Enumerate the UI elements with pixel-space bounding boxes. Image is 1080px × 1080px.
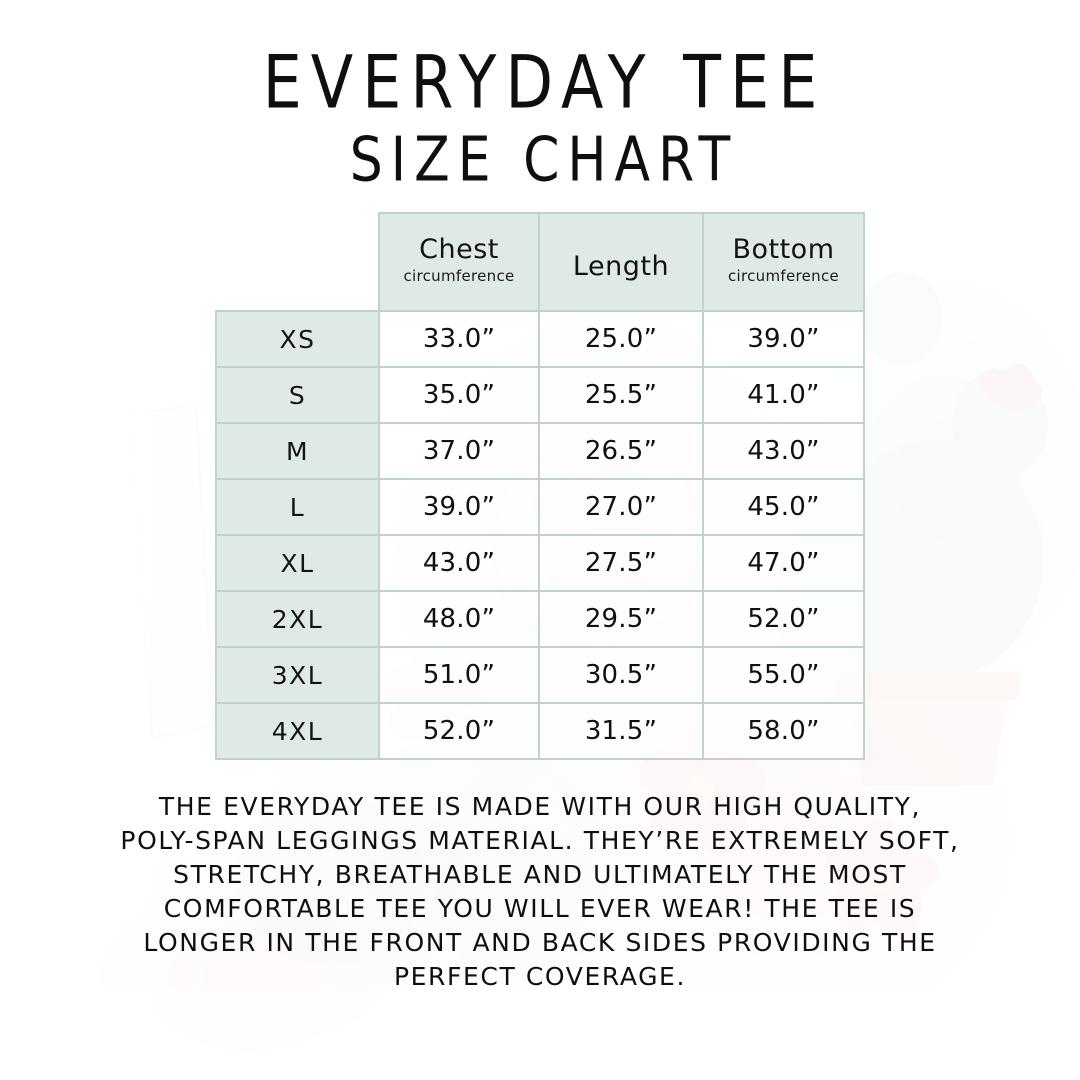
column-header-length-title: Length xyxy=(572,251,670,283)
chest-value-cell: 51.0” xyxy=(378,646,540,704)
bottom-value-cell: 45.0” xyxy=(702,478,865,536)
chest-value-cell: 48.0” xyxy=(378,590,540,648)
size-label: L xyxy=(215,478,380,536)
description-line: COMFORTABLE TEE YOU WILL EVER WEAR! THE … xyxy=(163,894,917,923)
header-corner-blank xyxy=(216,213,379,311)
length-value-cell: 30.5” xyxy=(538,646,704,704)
chest-value-cell: 37.0” xyxy=(378,422,540,480)
table-row: 3XL 51.0” 30.5” 55.0” xyxy=(215,646,865,704)
table-header-row: Chest circumference Length Bottom circum… xyxy=(216,212,865,312)
chest-value-cell: 39.0” xyxy=(378,478,540,536)
title-line-primary: EVERYDAY TEE xyxy=(262,38,827,126)
table-row: XS 33.0” 25.0” 39.0” xyxy=(215,310,865,368)
size-label: 2XL xyxy=(215,590,380,648)
bottom-value-cell: 41.0” xyxy=(702,366,865,424)
size-label: XS xyxy=(215,310,380,368)
table-row: 2XL 48.0” 29.5” 52.0” xyxy=(215,590,865,648)
table-row: S 35.0” 25.5” 41.0” xyxy=(215,366,865,424)
description-line: THE EVERYDAY TEE IS MADE WITH OUR HIGH Q… xyxy=(158,792,922,821)
size-label: 3XL xyxy=(215,646,380,704)
size-label: 4XL xyxy=(215,702,380,760)
description-line: PERFECT COVERAGE. xyxy=(393,962,687,991)
bottom-value-cell: 52.0” xyxy=(702,590,865,648)
column-header-bottom-subtitle: circumference xyxy=(727,267,840,286)
description-line: STRETCHY, BREATHABLE AND ULTIMATELY THE … xyxy=(173,860,907,889)
bottom-value-cell: 47.0” xyxy=(702,534,865,592)
title-line-secondary: SIZE CHART xyxy=(349,125,739,197)
length-value-cell: 29.5” xyxy=(538,590,704,648)
product-description: THE EVERYDAY TEE IS MADE WITH OUR HIGH Q… xyxy=(110,790,970,994)
length-value-cell: 27.0” xyxy=(538,478,704,536)
page-title: EVERYDAY TEE SIZE CHART xyxy=(0,0,1080,191)
length-value-cell: 26.5” xyxy=(538,422,704,480)
table-body: XS 33.0” 25.0” 39.0” S 35.0” 25.5” 41.0”… xyxy=(215,310,865,760)
size-label: S xyxy=(215,366,380,424)
column-header-chest-subtitle: circumference xyxy=(403,267,515,286)
table-row: XL 43.0” 27.5” 47.0” xyxy=(215,534,865,592)
length-value-cell: 31.5” xyxy=(538,702,704,760)
size-table-container: Chest circumference Length Bottom circum… xyxy=(215,212,865,760)
chest-value-cell: 35.0” xyxy=(378,366,540,424)
bottom-value-cell: 39.0” xyxy=(702,310,865,368)
column-header-length: Length xyxy=(538,212,704,312)
bottom-value-cell: 58.0” xyxy=(702,702,865,760)
size-label: M xyxy=(215,422,380,480)
size-label: XL xyxy=(215,534,380,592)
chest-value-cell: 33.0” xyxy=(378,310,540,368)
length-value-cell: 27.5” xyxy=(538,534,704,592)
size-chart-table: Chest circumference Length Bottom circum… xyxy=(215,212,865,760)
description-line: LONGER IN THE FRONT AND BACK SIDES PROVI… xyxy=(143,928,937,957)
chest-value-cell: 43.0” xyxy=(378,534,540,592)
length-value-cell: 25.0” xyxy=(538,310,704,368)
column-header-bottom: Bottom circumference xyxy=(702,212,865,312)
column-header-chest: Chest circumference xyxy=(378,212,540,312)
bottom-value-cell: 43.0” xyxy=(702,422,865,480)
column-header-chest-title: Chest xyxy=(419,233,499,265)
table-row: M 37.0” 26.5” 43.0” xyxy=(215,422,865,480)
column-header-bottom-title: Bottom xyxy=(732,233,835,265)
description-line: POLY-SPAN LEGGINGS MATERIAL. THEY’RE EXT… xyxy=(120,826,960,855)
length-value-cell: 25.5” xyxy=(538,366,704,424)
chest-value-cell: 52.0” xyxy=(378,702,540,760)
table-row: 4XL 52.0” 31.5” 58.0” xyxy=(215,702,865,760)
table-row: L 39.0” 27.0” 45.0” xyxy=(215,478,865,536)
bottom-value-cell: 55.0” xyxy=(702,646,865,704)
table-header: Chest circumference Length Bottom circum… xyxy=(216,212,865,312)
